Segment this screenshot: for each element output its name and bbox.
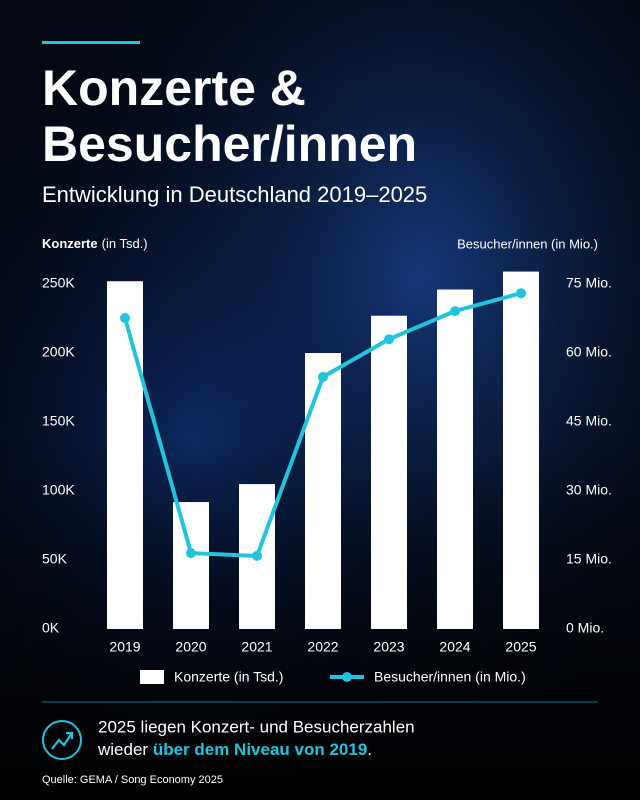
y2-tick-label: 15 Mio. xyxy=(566,551,612,567)
trend-icon-arrow xyxy=(51,732,73,750)
x-tick-label: 2025 xyxy=(505,639,536,655)
x-tick-label: 2020 xyxy=(175,639,206,655)
legend-swatch xyxy=(140,670,164,684)
accent-bar xyxy=(42,41,140,44)
y-tick-label: 150K xyxy=(42,413,75,429)
y2-tick-label: 30 Mio. xyxy=(566,482,612,498)
x-tick-label: 2022 xyxy=(307,639,338,655)
y2-tick-label: 60 Mio. xyxy=(566,344,612,360)
note: wieder über dem Niveau von 2019. xyxy=(97,740,372,759)
note-text: wieder xyxy=(97,740,153,759)
legend-swatch xyxy=(342,672,352,682)
bar xyxy=(503,271,539,629)
line-point xyxy=(384,334,394,345)
note-highlight: über dem Niveau von 2019 xyxy=(153,740,367,759)
y-axis-label-unit: (in Tsd.) xyxy=(102,236,148,251)
x-tick-label: 2019 xyxy=(109,639,140,655)
x-tick-label: 2024 xyxy=(439,639,470,655)
bar xyxy=(107,281,143,629)
x-tick-label: 2023 xyxy=(373,639,404,655)
y-axis-label-bold: Konzerte xyxy=(42,236,98,251)
y-tick-label: 0K xyxy=(42,620,60,636)
line-point xyxy=(318,371,328,382)
y2-axis-label: Besucher/innen (in Mio.) xyxy=(457,236,598,251)
legend-label: Konzerte (in Tsd.) xyxy=(174,669,283,685)
note-text: . xyxy=(367,740,372,759)
y2-tick-label: 0 Mio. xyxy=(566,620,604,636)
y-tick-label: 200K xyxy=(42,344,75,360)
bar xyxy=(173,502,209,629)
line-point xyxy=(120,313,130,324)
bar xyxy=(371,315,407,629)
legend-label: Besucher/innen (in Mio.) xyxy=(374,669,526,685)
subtitle: Entwicklung in Deutschland 2019–2025 xyxy=(42,182,427,207)
trend-icon xyxy=(42,720,82,760)
x-tick-label: 2021 xyxy=(241,639,272,655)
y2-tick-label: 45 Mio. xyxy=(566,413,612,429)
bar xyxy=(305,353,341,629)
line-point xyxy=(516,288,526,299)
line-point xyxy=(252,550,262,561)
y2-tick-label: 75 Mio. xyxy=(566,275,612,291)
y-tick-label: 250K xyxy=(42,275,75,291)
bar xyxy=(437,289,473,629)
line-point xyxy=(186,548,196,559)
y-axis-label: Konzerte (in Tsd.) xyxy=(42,236,148,251)
y-tick-label: 100K xyxy=(42,482,75,498)
title: Konzerte & xyxy=(42,60,306,116)
trend-icon-arrow xyxy=(66,731,74,739)
note: 2025 liegen Konzert- und Besucherzahlen xyxy=(98,717,415,736)
line-point xyxy=(450,306,460,317)
title: Besucher/innen xyxy=(42,116,417,172)
source: Quelle: GEMA / Song Economy 2025 xyxy=(42,774,223,786)
y-tick-label: 50K xyxy=(42,551,68,567)
